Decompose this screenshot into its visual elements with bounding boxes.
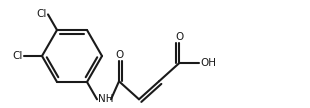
Text: O: O xyxy=(115,50,123,60)
Text: Cl: Cl xyxy=(13,51,23,61)
Text: OH: OH xyxy=(200,58,216,68)
Text: O: O xyxy=(175,32,183,42)
Text: Cl: Cl xyxy=(37,9,47,19)
Text: NH: NH xyxy=(98,94,113,104)
